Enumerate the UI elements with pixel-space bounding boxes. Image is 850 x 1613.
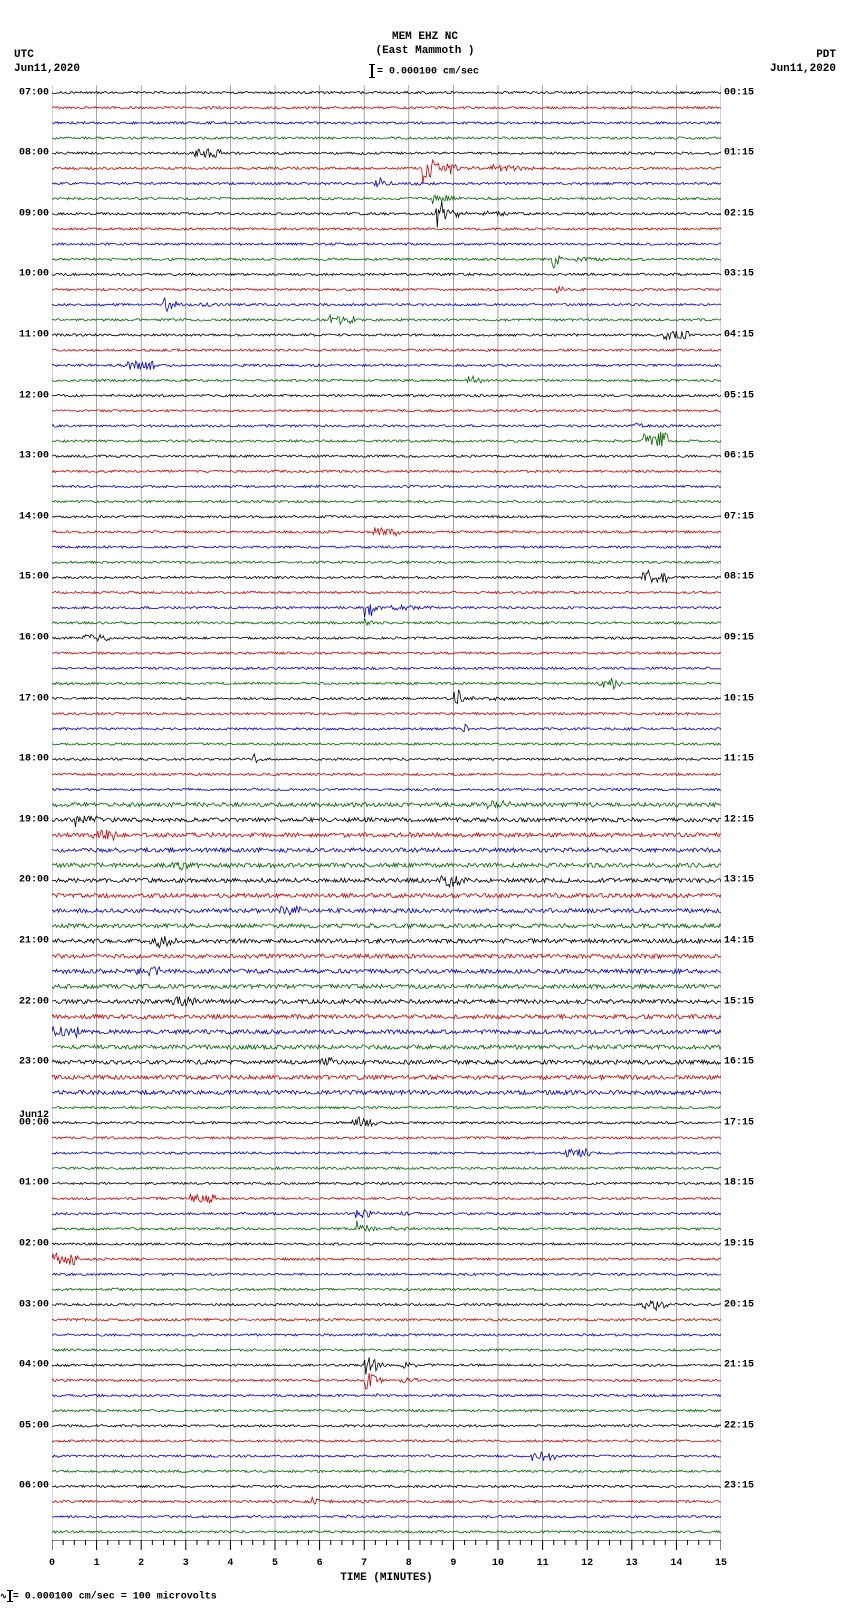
utc-time-label: 04:00 <box>19 1360 49 1371</box>
station-id: MEM EHZ NC <box>0 30 850 44</box>
x-tick-label: 3 <box>183 1558 189 1569</box>
utc-time-label: 06:00 <box>19 1481 49 1492</box>
x-tick-label: 2 <box>138 1558 144 1569</box>
seismogram-plot: 07:0008:0009:0010:0011:0012:0013:0014:00… <box>52 85 721 1540</box>
x-tick-label: 4 <box>227 1558 233 1569</box>
pdt-time-label: 09:15 <box>724 632 754 643</box>
pdt-time-label: 23:15 <box>724 1481 754 1492</box>
utc-time-label: 19:00 <box>19 814 49 825</box>
x-tick-label: 5 <box>272 1558 278 1569</box>
utc-time-label: 01:00 <box>19 1178 49 1189</box>
pdt-time-label: 00:15 <box>724 87 754 98</box>
utc-time-label: 14:00 <box>19 511 49 522</box>
x-tick-label: 12 <box>581 1558 593 1569</box>
utc-time-label: 05:00 <box>19 1420 49 1431</box>
utc-time-label: 03:00 <box>19 1299 49 1310</box>
utc-time-label: 22:00 <box>19 996 49 1007</box>
tz-right-label: PDT Jun11,2020 <box>770 48 836 77</box>
utc-time-label: 09:00 <box>19 208 49 219</box>
pdt-time-label: 16:15 <box>724 1057 754 1068</box>
pdt-time-label: 10:15 <box>724 693 754 704</box>
station-name: (East Mammoth ) <box>0 44 850 58</box>
pdt-time-label: 01:15 <box>724 148 754 159</box>
pdt-time-label: 19:15 <box>724 1238 754 1249</box>
utc-time-label: 10:00 <box>19 269 49 280</box>
utc-time-label: 15:00 <box>19 572 49 583</box>
pdt-time-label: 06:15 <box>724 451 754 462</box>
utc-time-label: 13:00 <box>19 451 49 462</box>
pdt-time-label: 02:15 <box>724 208 754 219</box>
x-axis-ticks <box>52 1540 721 1560</box>
utc-time-label: 02:00 <box>19 1238 49 1249</box>
x-tick-label: 13 <box>626 1558 638 1569</box>
pdt-time-label: 04:15 <box>724 329 754 340</box>
utc-time-label: 23:00 <box>19 1057 49 1068</box>
pdt-time-label: 07:15 <box>724 511 754 522</box>
pdt-time-label: 18:15 <box>724 1178 754 1189</box>
pdt-time-label: 13:15 <box>724 875 754 886</box>
x-tick-label: 10 <box>492 1558 504 1569</box>
x-tick-label: 7 <box>361 1558 367 1569</box>
utc-time-label: 21:00 <box>19 935 49 946</box>
pdt-time-label: 03:15 <box>724 269 754 280</box>
x-axis: TIME (MINUTES) 0123456789101112131415 <box>52 1540 721 1590</box>
x-tick-label: 14 <box>670 1558 682 1569</box>
pdt-time-label: 08:15 <box>724 572 754 583</box>
pdt-time-label: 05:15 <box>724 390 754 401</box>
x-tick-label: 1 <box>94 1558 100 1569</box>
x-tick-label: 11 <box>537 1558 549 1569</box>
utc-time-label: 16:00 <box>19 632 49 643</box>
x-tick-label: 8 <box>406 1558 412 1569</box>
tz-left-label: UTC Jun11,2020 <box>14 48 80 77</box>
pdt-time-label: 15:15 <box>724 996 754 1007</box>
x-tick-label: 15 <box>715 1558 727 1569</box>
pdt-time-label: 14:15 <box>724 935 754 946</box>
utc-time-label: 07:00 <box>19 87 49 98</box>
utc-time-label: 12:00 <box>19 390 49 401</box>
pdt-time-label: 21:15 <box>724 1360 754 1371</box>
pdt-time-label: 12:15 <box>724 814 754 825</box>
pdt-time-label: 17:15 <box>724 1117 754 1128</box>
pdt-time-label: 11:15 <box>724 754 754 765</box>
utc-time-label: 18:00 <box>19 754 49 765</box>
pdt-time-label: 20:15 <box>724 1299 754 1310</box>
x-tick-label: 9 <box>450 1558 456 1569</box>
pdt-time-label: 22:15 <box>724 1420 754 1431</box>
scale-reference: = 0.000100 cm/sec <box>371 64 479 78</box>
x-tick-label: 0 <box>49 1558 55 1569</box>
x-axis-title: TIME (MINUTES) <box>340 1572 432 1584</box>
footer-scale: ∿= 0.000100 cm/sec = 100 microvolts <box>0 1590 217 1603</box>
date-change-marker: Jun12 <box>19 1110 49 1121</box>
chart-header: MEM EHZ NC (East Mammoth ) <box>0 30 850 59</box>
utc-time-label: 17:00 <box>19 693 49 704</box>
utc-time-label: 20:00 <box>19 875 49 886</box>
x-tick-label: 6 <box>317 1558 323 1569</box>
seismogram-svg <box>52 85 721 1540</box>
utc-time-label: 11:00 <box>19 329 49 340</box>
utc-time-label: 08:00 <box>19 148 49 159</box>
